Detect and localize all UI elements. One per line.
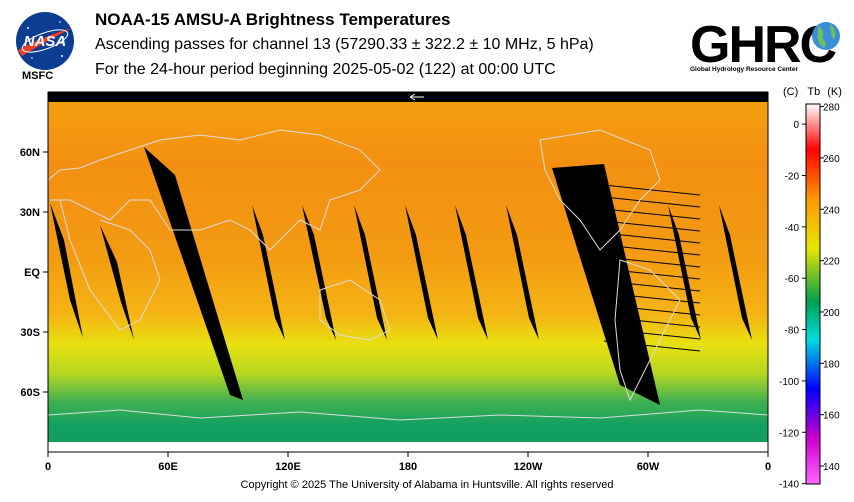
- lat-tick-label: 60N: [20, 147, 40, 159]
- lat-tick-label: EQ: [24, 267, 40, 279]
- chart-subtitle: Ascending passes for channel 13 (57290.3…: [95, 36, 594, 53]
- kelvin-tick-label: 280: [823, 103, 840, 114]
- colorbar-scale: [805, 103, 821, 485]
- lon-tick-label: 60W: [637, 461, 660, 473]
- nasa-logo: NASA: [16, 12, 74, 70]
- celsius-tick-label: 0: [793, 120, 799, 131]
- scan-line: [603, 196, 701, 208]
- celsius-tick-label: -80: [785, 326, 800, 337]
- orbit-gap-swath: [302, 205, 336, 340]
- longitude-axis: 0 60E 120E 180 120W 60W 0: [45, 452, 771, 473]
- orbit-gap-swath: [552, 164, 660, 405]
- celsius-tick-label: -100: [779, 377, 799, 388]
- kelvin-tick-label: 260: [823, 154, 840, 165]
- orbit-gap-swath: [506, 205, 539, 340]
- scan-line: [603, 220, 701, 232]
- coastline: [48, 409, 768, 421]
- celsius-tick-label: -60: [785, 274, 800, 285]
- coastlines: [48, 129, 768, 421]
- ghrc-text: GHRC: [690, 16, 837, 74]
- orbit-gap-swath: [405, 205, 438, 340]
- lon-tick-label: 120E: [275, 461, 301, 473]
- scan-line: [603, 280, 701, 292]
- scan-line: [603, 244, 701, 256]
- colorbar-celsius-label: (C): [783, 86, 799, 98]
- colorbar: 280 260 240 220 200 180 160 140 0 -20 -40 -60 -80 -10…: [779, 103, 840, 491]
- north-missing-band: [48, 92, 768, 102]
- lon-tick-label: 180: [399, 461, 417, 473]
- scan-line: [603, 328, 701, 340]
- scan-line: [603, 304, 701, 316]
- scan-line: [603, 256, 701, 268]
- celsius-tick-label: -40: [785, 223, 800, 234]
- orbit-gap-swath: [252, 205, 285, 340]
- ghrc-logo: GHRC: [690, 16, 840, 74]
- celsius-tick-label: -140: [779, 480, 799, 491]
- scan-line: [603, 292, 701, 304]
- coastline: [59, 199, 161, 331]
- scan-line: [603, 184, 701, 196]
- orbit-gap-swath: [719, 205, 752, 340]
- scan-line: [603, 232, 701, 244]
- nasa-text: NASA: [24, 33, 67, 50]
- kelvin-tick-label: 220: [823, 257, 840, 268]
- coastline: [614, 259, 681, 402]
- lon-tick-label: 120W: [514, 461, 543, 473]
- lat-tick-label: 30S: [20, 327, 40, 339]
- colorbar-header: (C) Tb (K): [783, 86, 842, 98]
- coastline: [319, 279, 391, 341]
- time-period: For the 24-hour period beginning 2025-05…: [95, 61, 556, 78]
- orbit-gaps: [50, 147, 752, 405]
- lat-tick-label: 60S: [20, 387, 40, 399]
- kelvin-tick-label: 200: [823, 308, 840, 319]
- scan-line: [603, 316, 701, 328]
- orbit-gap-swath: [455, 205, 488, 340]
- coastline: [48, 129, 381, 251]
- colorbar-kelvin-label: (K): [827, 86, 842, 98]
- ghrc-subtitle: Global Hydrology Resource Center: [690, 66, 798, 73]
- msfc-label: MSFC: [22, 70, 54, 82]
- lon-tick-label: 60E: [158, 461, 178, 473]
- celsius-tick-label: -20: [785, 172, 800, 183]
- lon-tick-label: 0: [45, 461, 51, 473]
- orbit-gap-swath: [668, 205, 701, 340]
- orbit-gap-swath: [100, 225, 134, 340]
- scan-line: [603, 268, 701, 280]
- coastline: [539, 129, 661, 251]
- copyright-footer: Copyright © 2025 The University of Alaba…: [240, 479, 614, 491]
- kelvin-tick-label: 240: [823, 205, 840, 216]
- scan-line: [603, 208, 701, 220]
- kelvin-tick-label: 140: [823, 462, 840, 473]
- lon-tick-label: 0: [765, 461, 771, 473]
- orbit-gap-swath: [144, 147, 243, 400]
- kelvin-tick-label: 160: [823, 411, 840, 422]
- data-field: [48, 92, 768, 452]
- latitude-axis: 60N 30N EQ 30S 60S: [20, 147, 48, 399]
- south-missing-band: [48, 442, 768, 452]
- chart-title: NOAA-15 AMSU-A Brightness Temperatures: [95, 10, 451, 29]
- arrow-icon: [409, 93, 424, 101]
- scan-line: [603, 340, 701, 352]
- orbit-gap-swath: [50, 203, 83, 338]
- kelvin-tick-label: 180: [823, 359, 840, 370]
- celsius-tick-label: -120: [779, 428, 799, 439]
- colorbar-tb-label: Tb: [807, 86, 821, 98]
- orbit-gap-swath: [354, 205, 387, 340]
- lat-tick-label: 30N: [20, 207, 40, 219]
